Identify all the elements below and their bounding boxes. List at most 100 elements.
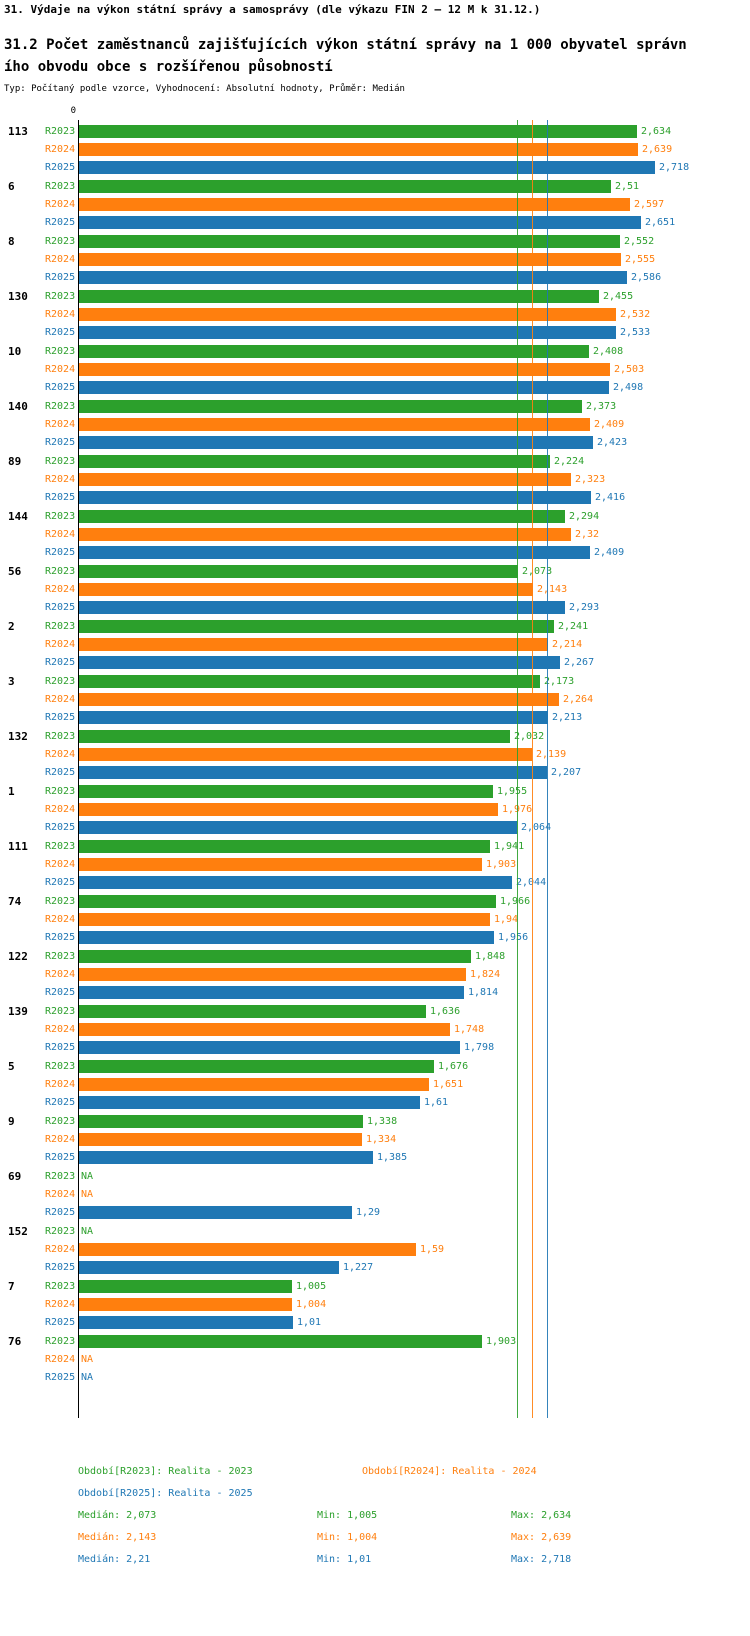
bar-row: 140 R2023 2,373 (0, 397, 750, 415)
chart-title: 31. Výdaje na výkon státní správy a samo… (4, 3, 541, 16)
bar (79, 1095, 420, 1109)
value-label: 2,064 (521, 821, 552, 833)
bar-zone: 2,634 (79, 124, 750, 138)
series-label: R2024 (45, 858, 76, 870)
bar-group: 6 R2023 2,51 R2024 2,597 R2025 2,651 (0, 177, 750, 231)
series-label: R2024 (45, 528, 76, 540)
bar-zone: 1,903 (79, 1334, 750, 1348)
bar-zone: 2,409 (79, 545, 750, 559)
bar-row: R2024 NA (0, 1185, 750, 1203)
series-label: R2023 (45, 180, 76, 192)
stats-row-r2025: Medián: 2,21 Min: 1,01 Max: 2,718 (78, 1550, 738, 1572)
value-label: 2,207 (551, 766, 582, 778)
bar-zone: 1,903 (79, 857, 750, 871)
series-label: R2024 (45, 1078, 76, 1090)
bar-zone: 2,597 (79, 197, 750, 211)
value-label: 2,241 (558, 620, 589, 632)
bar-group: 74 R2023 1,966 R2024 1,94 R2025 1,956 (0, 892, 750, 946)
value-label: NA (81, 1353, 94, 1365)
series-label: R2023 (45, 345, 76, 357)
value-label: 2,224 (554, 455, 585, 467)
bar (79, 729, 510, 743)
bar-zone: 1,29 (79, 1205, 750, 1219)
group-label: 9 (8, 1114, 15, 1128)
series-label: R2024 (45, 748, 76, 760)
bar (79, 215, 641, 229)
value-label: 2,634 (641, 125, 672, 137)
series-label: R2024 (45, 473, 76, 485)
bar-row: R2024 2,597 (0, 195, 750, 213)
bar (79, 674, 540, 688)
bar (79, 1205, 352, 1219)
bar (79, 1297, 292, 1311)
bar-zone: 2,503 (79, 362, 750, 376)
indicator-title: 31.2 Počet zaměstnanců zajišťujících výk… (4, 37, 687, 75)
value-label: 1,94 (494, 913, 519, 925)
bar-row: R2025 NA (0, 1368, 750, 1386)
group-label: 140 (8, 399, 28, 413)
bar-zone: 2,552 (79, 234, 750, 248)
group-label: 132 (8, 729, 28, 743)
series-label: R2025 (45, 1261, 76, 1273)
bar (79, 197, 630, 211)
bar-row: R2024 2,139 (0, 745, 750, 763)
bar-row: 152 R2023 NA (0, 1222, 750, 1240)
bar-rows: 113 R2023 2,634 R2024 2,639 R2025 2,718 6 R2023 2… (0, 122, 750, 1387)
series-label: R2025 (45, 1096, 76, 1108)
bar-zone: 2,294 (79, 509, 750, 523)
bar-row: 144 R2023 2,294 (0, 507, 750, 525)
median-line (547, 120, 548, 1418)
bar-group: 5 R2023 1,676 R2024 1,651 R2025 1,61 (0, 1057, 750, 1111)
group-label: 152 (8, 1224, 28, 1238)
bar-row: 10 R2023 2,408 (0, 342, 750, 360)
bar-zone: 2,267 (79, 655, 750, 669)
bar-row: 2 R2023 2,241 (0, 617, 750, 635)
stats-row-r2023: Medián: 2,073 Min: 1,005 Max: 2,634 (78, 1506, 738, 1528)
legend-item-r2025: Období[R2025]: Realita - 2025 (78, 1488, 253, 1499)
bar-row: R2024 1,94 (0, 910, 750, 928)
bar (79, 802, 498, 816)
bar-row: R2025 2,267 (0, 653, 750, 671)
bar (79, 582, 533, 596)
value-label: 1,227 (343, 1261, 374, 1273)
bar (79, 839, 490, 853)
bar-zone: 1,004 (79, 1297, 750, 1311)
bar-group: 7 R2023 1,005 R2024 1,004 R2025 1,01 (0, 1277, 750, 1331)
bar (79, 1022, 450, 1036)
bar-row: R2024 1,748 (0, 1020, 750, 1038)
bar (79, 160, 655, 174)
bar-zone: 1,798 (79, 1040, 750, 1054)
value-label: NA (81, 1170, 94, 1182)
series-label: R2023 (45, 1280, 76, 1292)
bar-zone: 1,941 (79, 839, 750, 853)
stats-row-r2024: Medián: 2,143 Min: 1,004 Max: 2,639 (78, 1528, 738, 1550)
series-label: R2024 (45, 968, 76, 980)
series-label: R2024 (45, 363, 76, 375)
value-label: 2,597 (634, 198, 665, 210)
series-label: R2023 (45, 730, 76, 742)
bar-zone: 1,748 (79, 1022, 750, 1036)
value-label: 1,966 (500, 895, 531, 907)
stat-min: Min: 1,01 (317, 1554, 372, 1565)
series-label: R2025 (45, 436, 76, 448)
group-label: 130 (8, 289, 28, 303)
bar-zone: 2,455 (79, 289, 750, 303)
series-label: R2025 (45, 271, 76, 283)
bar-row: R2025 2,293 (0, 598, 750, 616)
group-label: 89 (8, 454, 22, 468)
bar-group: 9 R2023 1,338 R2024 1,334 R2025 1,385 (0, 1112, 750, 1166)
bar-group: 130 R2023 2,455 R2024 2,532 R2025 2,533 (0, 287, 750, 341)
bar-row: 139 R2023 1,636 (0, 1002, 750, 1020)
bar-row: R2025 2,409 (0, 543, 750, 561)
series-label: R2024 (45, 693, 76, 705)
bar-zone: 1,334 (79, 1132, 750, 1146)
bar-group: 144 R2023 2,294 R2024 2,32 R2025 2,409 (0, 507, 750, 561)
bar-group: 132 R2023 2,032 R2024 2,139 R2025 2,207 (0, 727, 750, 781)
value-label: 1,01 (297, 1316, 322, 1328)
value-label: 1,636 (430, 1005, 461, 1017)
value-label: 2,267 (564, 656, 595, 668)
bar-zone: 1,956 (79, 930, 750, 944)
bar (79, 710, 548, 724)
bar (79, 1132, 362, 1146)
bar-row: 113 R2023 2,634 (0, 122, 750, 140)
